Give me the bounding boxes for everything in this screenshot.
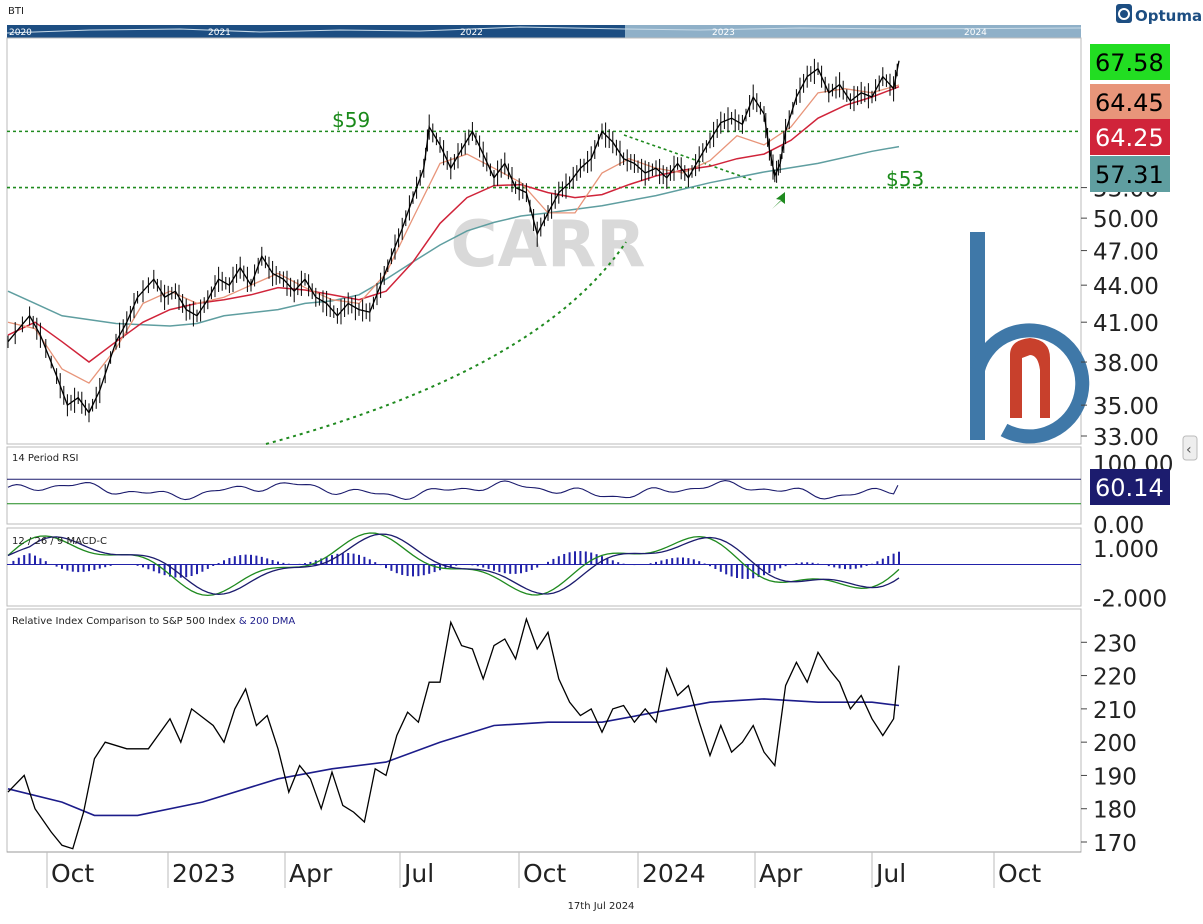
price-line <box>7 60 900 414</box>
symbol-label: BTI <box>8 6 24 17</box>
panel-frames <box>6 37 1082 853</box>
optuma-logo: Optuma <box>1116 4 1202 25</box>
relative-y-label: 210 <box>1093 698 1137 724</box>
relative-y-label: 180 <box>1093 798 1137 824</box>
price-panel-frame <box>6 37 1082 445</box>
price-y-label: 38.00 <box>1093 351 1159 377</box>
timeline-year: 2023 <box>712 28 735 38</box>
footer-date: 17th Jul 2024 <box>568 901 635 912</box>
price-y-label: 41.00 <box>1093 311 1159 337</box>
ma-mid-last-tag: 64.25 <box>1095 124 1164 152</box>
relative-y-label: 220 <box>1093 665 1137 691</box>
wedge-line <box>623 134 753 181</box>
relative-y-label: 170 <box>1093 831 1137 857</box>
ma-short-last-tag: 64.45 <box>1095 89 1164 117</box>
timeline-year: 2022 <box>460 28 483 38</box>
macd-y-label: 1.000 <box>1093 537 1159 563</box>
relative-dma-line <box>7 698 900 817</box>
optuma-brand: Optuma <box>1135 7 1202 25</box>
price-y-label: 35.00 <box>1093 394 1159 420</box>
macd-title: 12 / 26 / 9 MACD-C <box>12 536 107 547</box>
macd-layer <box>7 532 1081 597</box>
optuma-logo-circle <box>1118 8 1130 20</box>
timeline-sparkline <box>6 26 1082 34</box>
relative-y-label: 200 <box>1093 731 1137 757</box>
timeline-window[interactable] <box>625 25 1081 38</box>
watermark-logo-mark <box>1010 338 1050 418</box>
rsi-layer <box>7 478 1081 505</box>
price-y-label: 44.00 <box>1093 274 1159 300</box>
price-last-tag: 67.58 <box>1095 49 1164 77</box>
x-tick-label: 2024 <box>642 859 706 888</box>
watermark-logo-bowl <box>971 323 1090 444</box>
timeline-bar[interactable] <box>6 25 1082 38</box>
x-tick-label: Oct <box>523 859 566 888</box>
x-tick-label: Oct <box>998 859 1041 888</box>
price-y-label: 47.00 <box>1093 240 1159 266</box>
rsi-y-label: 0.00 <box>1093 513 1144 539</box>
x-tick-label: 2023 <box>172 859 236 888</box>
x-tick-label: Apr <box>759 859 803 888</box>
relative-y-label: 190 <box>1093 764 1137 790</box>
relative-title: Relative Index Comparison to S&P 500 Ind… <box>12 616 295 627</box>
x-tick-label: Jul <box>874 859 906 888</box>
relative-layer <box>7 616 900 850</box>
watermark-logo <box>970 232 1090 444</box>
macd-y-label: -2.000 <box>1093 587 1167 613</box>
rsi-last-tag: 60.14 <box>1095 474 1164 502</box>
rsi-panel-frame <box>6 446 1082 525</box>
price-y-label: 33.00 <box>1093 425 1159 451</box>
ma-long-last-tag-bg <box>1090 156 1170 192</box>
timeline-year: 2021 <box>208 28 231 38</box>
timeline-year: 2020 <box>9 28 32 38</box>
ma-short-last-tag-bg <box>1090 84 1170 120</box>
x-tick-label: Apr <box>289 859 333 888</box>
side-panel-toggle-box[interactable] <box>1182 435 1198 461</box>
x-tick-label: Oct <box>51 859 94 888</box>
price-y-label: 50.00 <box>1093 207 1159 233</box>
relative-panel-frame <box>6 608 1082 853</box>
rsi-last-tag-bg <box>1090 469 1170 505</box>
macd-signal-line <box>7 532 900 597</box>
ma-long-last-tag: 57.31 <box>1095 161 1164 189</box>
rsi-title: 14 Period RSI <box>12 453 79 464</box>
x-tick-label: Jul <box>402 859 434 888</box>
timeline-history <box>7 25 625 38</box>
ma-short-line <box>7 84 900 384</box>
price-last-tag-bg <box>1090 44 1170 80</box>
relative-y-label: 230 <box>1093 631 1137 657</box>
side-panel-toggle[interactable]: ‹ <box>1182 435 1198 461</box>
macd-panel-frame <box>6 527 1082 607</box>
relative-title-main: Relative Index Comparison to S&P 500 Ind… <box>12 616 236 627</box>
rsi-line <box>7 480 899 501</box>
resistance-label: $59 <box>332 108 370 132</box>
chevron-left-icon[interactable]: ‹ <box>1186 442 1192 458</box>
support-label: $53 <box>886 167 924 191</box>
ma-mid-last-tag-bg <box>1090 119 1170 155</box>
macd-line <box>7 533 900 596</box>
watermark-logo-stem <box>970 232 985 440</box>
price-series-layer <box>7 58 1081 445</box>
relative-line <box>7 616 900 850</box>
ma-mid-line <box>7 85 900 363</box>
relative-title-dma: & 200 DMA <box>239 616 296 627</box>
timeline-year: 2024 <box>964 28 987 38</box>
buy-arrow-icon <box>772 192 785 209</box>
